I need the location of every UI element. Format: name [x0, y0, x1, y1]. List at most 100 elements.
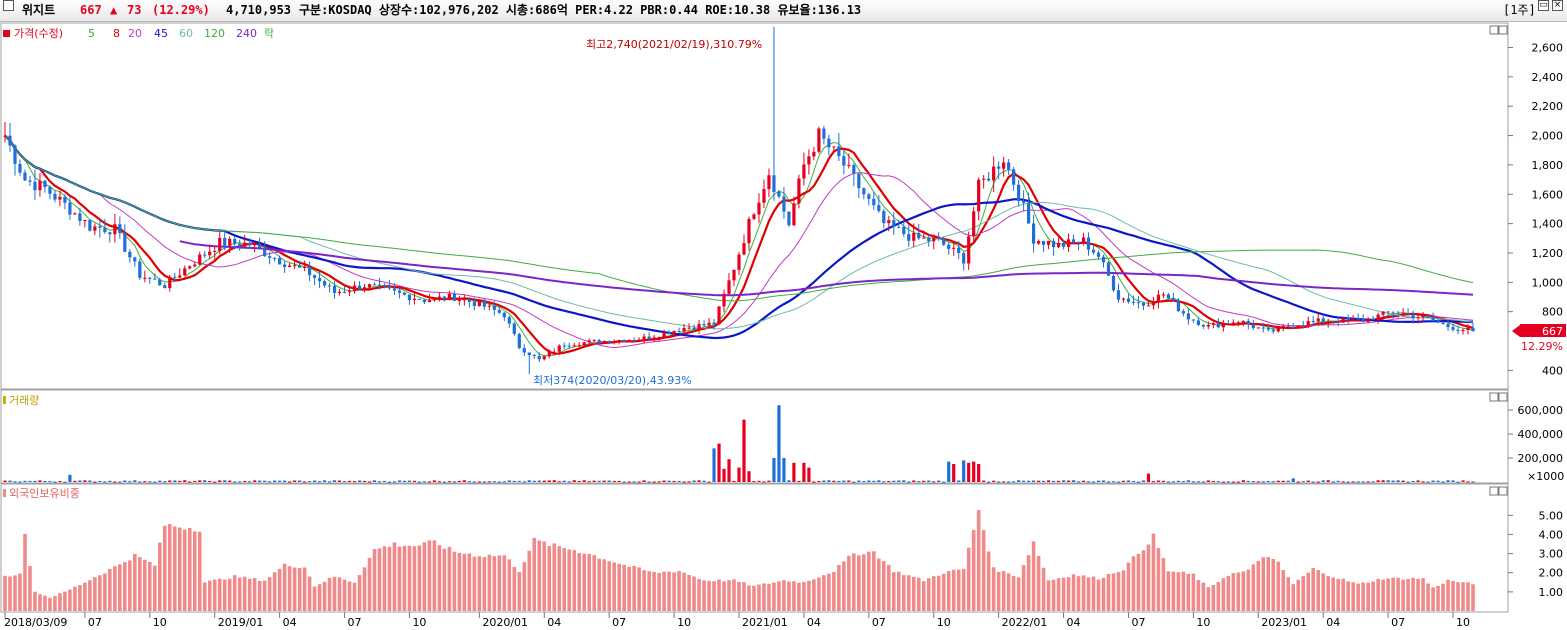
candle — [457, 295, 461, 306]
x-tick-label: 07 — [88, 616, 102, 629]
volume-bar — [847, 480, 851, 482]
foreign-bar — [1371, 581, 1375, 611]
foreign-bar — [13, 575, 17, 611]
volume-bar — [302, 481, 307, 483]
close-icon[interactable]: × — [1552, 0, 1563, 11]
period-selector[interactable]: [1주] — [1503, 3, 1536, 17]
foreign-bar — [732, 579, 736, 611]
volume-bar — [273, 480, 277, 482]
x-tick-label: 04 — [283, 616, 297, 629]
volume-bar — [1371, 481, 1375, 483]
candle — [402, 292, 407, 296]
foreign-bar — [652, 571, 656, 611]
volume-bar — [557, 481, 561, 483]
candle — [932, 234, 936, 250]
foreign-bar — [98, 575, 102, 611]
volume-bar — [88, 480, 92, 482]
volume-bar — [1027, 480, 1031, 482]
checkbox-icon[interactable] — [3, 0, 14, 11]
foreign-bar — [562, 547, 567, 611]
ma-line-240 — [179, 240, 1474, 297]
price-tick-label: 1,200 — [1532, 247, 1564, 260]
volume-bar — [28, 480, 32, 482]
volume-bar — [902, 480, 906, 482]
volume-bar — [1256, 481, 1260, 483]
volume-bar — [942, 481, 946, 483]
volume-bar — [782, 458, 786, 482]
volume-bar — [452, 481, 456, 483]
foreign-bar — [722, 581, 726, 611]
candle — [1061, 240, 1066, 250]
volume-bar — [1406, 481, 1410, 483]
candle — [1036, 239, 1041, 245]
foreign-bar — [717, 579, 721, 611]
candle — [1076, 241, 1081, 251]
candle — [1027, 192, 1031, 224]
foreign-bar — [662, 571, 666, 611]
candle — [1451, 323, 1455, 332]
candle — [532, 353, 536, 359]
volume-bar — [1246, 480, 1250, 482]
volume-bar — [1216, 481, 1220, 483]
volume-bar — [248, 481, 252, 483]
foreign-bar — [257, 580, 262, 611]
candle — [1296, 325, 1300, 329]
volume-bar — [1201, 481, 1205, 483]
legend-price-label: 가격(수정) — [14, 27, 63, 40]
volume-bar — [652, 481, 656, 483]
foreign-bar — [542, 541, 547, 611]
foreign-bar — [1316, 570, 1321, 611]
foreign-bar — [312, 586, 317, 611]
candle — [263, 241, 267, 257]
candle — [887, 215, 891, 232]
foreign-bar — [882, 561, 886, 611]
candle — [243, 234, 247, 248]
candle — [697, 320, 701, 334]
volume-bar — [1276, 480, 1280, 482]
candle — [357, 281, 362, 291]
candle — [672, 330, 676, 338]
volume-bar — [1031, 480, 1036, 482]
foreign-bar — [377, 548, 382, 611]
foreign-bar — [837, 565, 841, 611]
volume-bar — [947, 461, 951, 482]
volume-bar — [852, 481, 856, 483]
volume-bar — [327, 481, 332, 483]
foreign-bar — [552, 543, 557, 611]
foreign-bar — [1136, 553, 1141, 611]
volume-bar — [1346, 481, 1350, 483]
panel-frame — [0, 389, 1509, 484]
candle — [527, 352, 531, 375]
foreign-bar — [352, 582, 357, 611]
x-tick-label: 10 — [937, 616, 951, 629]
foreign-bar — [1161, 558, 1166, 611]
volume-bar — [542, 480, 546, 482]
foreign-bar — [707, 580, 711, 611]
price-tick-label: 2,000 — [1532, 130, 1564, 143]
price-tick-label: 1,000 — [1532, 276, 1564, 289]
volume-bar — [258, 480, 262, 482]
volume-bar — [977, 464, 981, 482]
foreign-bar — [1416, 578, 1420, 611]
foreign-bar — [492, 556, 497, 611]
candle — [522, 344, 526, 357]
x-tick-label: 07 — [872, 616, 886, 629]
volume-bar — [93, 481, 97, 483]
window-restore-icon[interactable]: ▭ — [1538, 0, 1549, 11]
candle — [832, 146, 836, 151]
volume-bar — [18, 481, 22, 483]
candle — [897, 219, 901, 229]
volume-bar — [357, 480, 362, 482]
volume-bar — [1086, 481, 1091, 483]
volume-bar — [392, 481, 397, 483]
foreign-bar — [532, 537, 537, 611]
x-tick-label: 07 — [612, 616, 626, 629]
volume-bar — [1121, 480, 1126, 482]
foreign-bar — [1286, 577, 1291, 611]
x-tick-label: 2019/01 — [218, 616, 264, 629]
candle — [942, 236, 946, 247]
foreign-bar — [212, 579, 217, 611]
candle — [38, 173, 42, 197]
candle — [657, 336, 661, 342]
foreign-bar — [547, 546, 552, 611]
